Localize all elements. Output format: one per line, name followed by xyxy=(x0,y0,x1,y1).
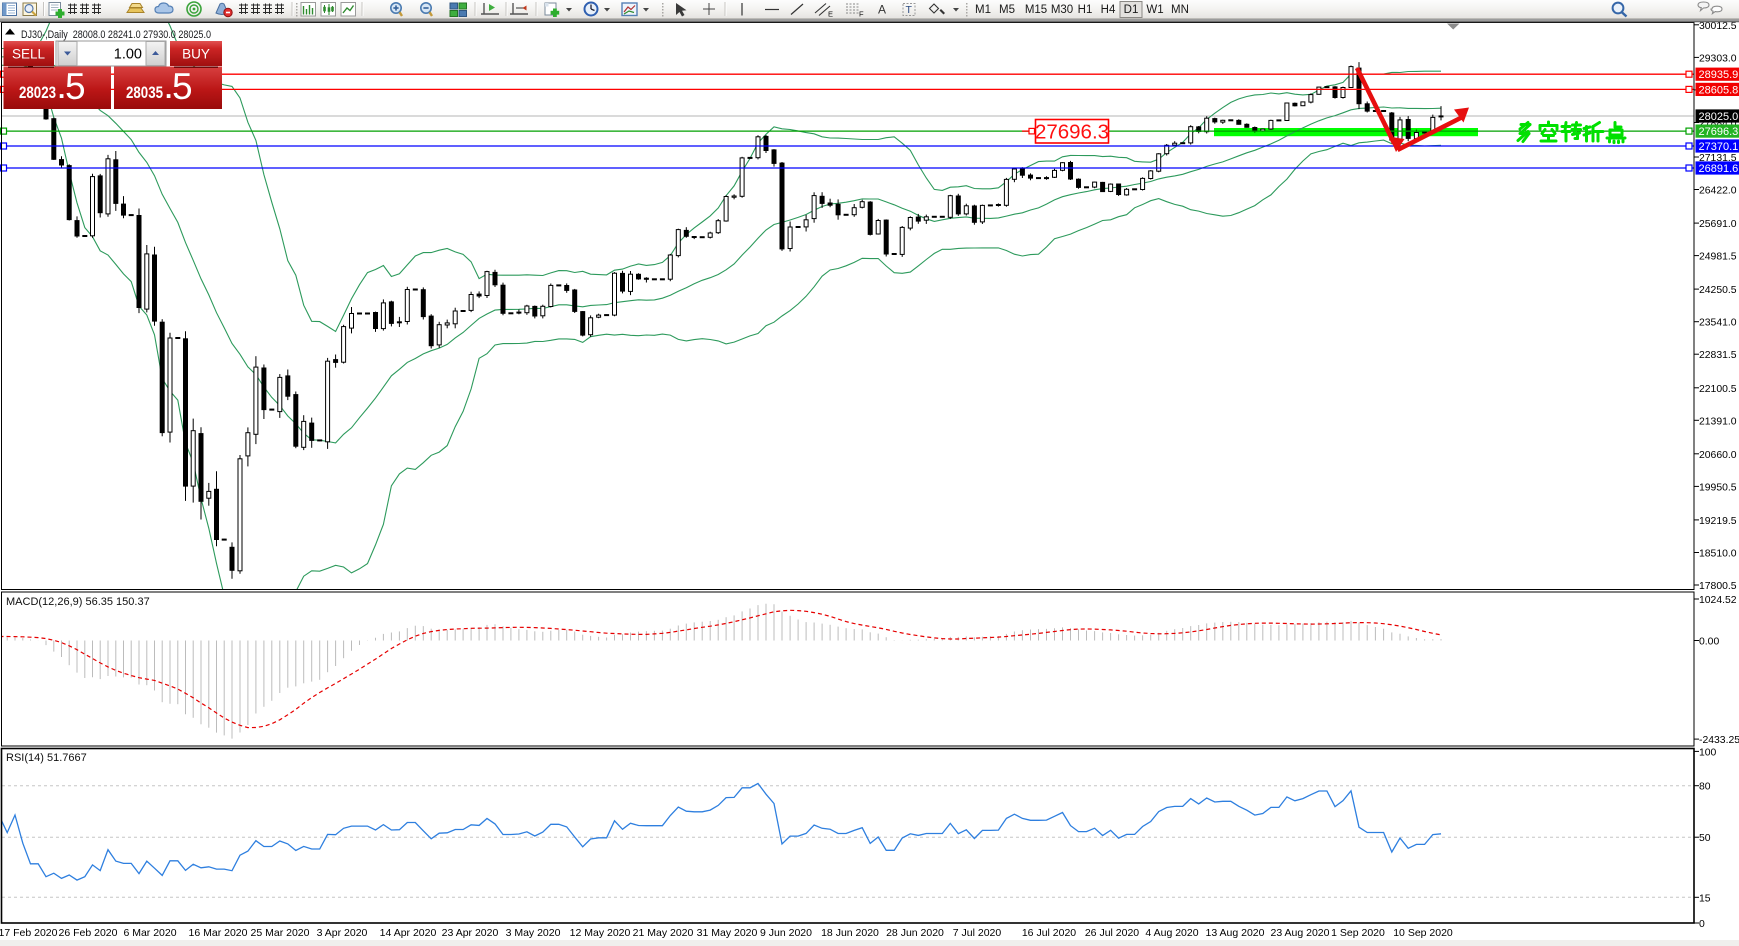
svg-text:D1: D1 xyxy=(1124,4,1139,16)
svg-text:MN: MN xyxy=(1171,4,1189,16)
svg-text:3 May 2020: 3 May 2020 xyxy=(506,927,561,939)
svg-text:27370.1: 27370.1 xyxy=(1699,141,1739,153)
svg-text:19950.5: 19950.5 xyxy=(1699,482,1737,493)
svg-text:M1: M1 xyxy=(975,4,991,16)
svg-text:12 May 2020: 12 May 2020 xyxy=(570,927,631,939)
svg-text:SELL: SELL xyxy=(12,47,46,62)
svg-text:-2433.25: -2433.25 xyxy=(1699,735,1739,746)
svg-text:30012.5: 30012.5 xyxy=(1699,21,1737,32)
svg-text:7 Jul 2020: 7 Jul 2020 xyxy=(953,927,1002,939)
svg-text:M30: M30 xyxy=(1051,4,1073,16)
svg-text:1024.52: 1024.52 xyxy=(1699,595,1737,606)
svg-text:1.00: 1.00 xyxy=(114,47,142,63)
svg-text:27696.3: 27696.3 xyxy=(1699,126,1739,138)
svg-text:23541.0: 23541.0 xyxy=(1699,318,1737,329)
svg-text:14 Apr 2020: 14 Apr 2020 xyxy=(380,927,437,939)
svg-text:18 Jun 2020: 18 Jun 2020 xyxy=(821,927,879,939)
svg-text:9 Jun 2020: 9 Jun 2020 xyxy=(760,927,812,939)
svg-text:28035: 28035 xyxy=(126,83,163,102)
svg-text:5: 5 xyxy=(65,66,86,107)
svg-text:RSI(14) 51.7667: RSI(14) 51.7667 xyxy=(6,752,87,764)
svg-text:31 May 2020: 31 May 2020 xyxy=(697,927,758,939)
svg-text:21391.0: 21391.0 xyxy=(1699,416,1737,427)
svg-text:26891.6: 26891.6 xyxy=(1699,163,1739,175)
svg-text:17800.5: 17800.5 xyxy=(1699,581,1737,592)
svg-text:F: F xyxy=(859,10,864,19)
svg-text:5: 5 xyxy=(172,66,193,107)
svg-text:26422.0: 26422.0 xyxy=(1699,186,1737,197)
svg-text:H4: H4 xyxy=(1101,4,1116,16)
svg-text:.: . xyxy=(58,74,65,104)
svg-text:10 Sep 2020: 10 Sep 2020 xyxy=(1393,927,1453,939)
svg-text:0.00: 0.00 xyxy=(1699,637,1719,648)
svg-text:E: E xyxy=(828,10,833,19)
svg-text:16 Mar 2020: 16 Mar 2020 xyxy=(189,927,248,939)
svg-text:100: 100 xyxy=(1699,747,1717,758)
svg-text:18510.0: 18510.0 xyxy=(1699,549,1737,560)
svg-text:25691.0: 25691.0 xyxy=(1699,219,1737,230)
svg-text:50: 50 xyxy=(1699,833,1711,844)
svg-text:.: . xyxy=(165,74,172,104)
svg-text:T: T xyxy=(906,4,913,16)
svg-text:20660.0: 20660.0 xyxy=(1699,450,1737,461)
svg-text:BUY: BUY xyxy=(182,47,210,62)
svg-text:3 Apr 2020: 3 Apr 2020 xyxy=(317,927,368,939)
svg-text:M15: M15 xyxy=(1025,4,1047,16)
svg-text:17 Feb 2020: 17 Feb 2020 xyxy=(0,927,58,939)
svg-text:16 Jul 2020: 16 Jul 2020 xyxy=(1022,927,1076,939)
svg-text:A: A xyxy=(878,3,886,17)
svg-text:22100.5: 22100.5 xyxy=(1699,384,1737,395)
svg-text:4 Aug 2020: 4 Aug 2020 xyxy=(1145,927,1198,939)
svg-text:28605.8: 28605.8 xyxy=(1699,84,1739,96)
svg-text:1 Sep 2020: 1 Sep 2020 xyxy=(1331,927,1385,939)
svg-text:DJ30-,Daily 28008.0 28241.0 2: DJ30-,Daily 28008.0 28241.0 27930.0 2802… xyxy=(21,29,211,41)
svg-text:15: 15 xyxy=(1699,893,1711,904)
svg-text:27696.3: 27696.3 xyxy=(1035,121,1109,144)
svg-text:27131.5: 27131.5 xyxy=(1699,153,1737,164)
svg-text:23 Apr 2020: 23 Apr 2020 xyxy=(442,927,499,939)
svg-text:MACD(12,26,9) 56.35 150.37: MACD(12,26,9) 56.35 150.37 xyxy=(6,596,150,608)
svg-text:21 May 2020: 21 May 2020 xyxy=(633,927,694,939)
svg-text:26 Feb 2020: 26 Feb 2020 xyxy=(59,927,118,939)
svg-text:W1: W1 xyxy=(1146,4,1163,16)
svg-text:29303.0: 29303.0 xyxy=(1699,53,1737,64)
svg-text:28935.9: 28935.9 xyxy=(1699,69,1739,81)
svg-text:23 Aug 2020: 23 Aug 2020 xyxy=(1271,927,1330,939)
svg-text:28023: 28023 xyxy=(19,83,56,102)
svg-text:6 Mar 2020: 6 Mar 2020 xyxy=(123,927,176,939)
svg-text:28 Jun 2020: 28 Jun 2020 xyxy=(886,927,944,939)
svg-text:24981.5: 24981.5 xyxy=(1699,252,1737,263)
svg-text:80: 80 xyxy=(1699,782,1711,793)
svg-text:28025.0: 28025.0 xyxy=(1699,111,1739,123)
svg-text:22831.5: 22831.5 xyxy=(1699,350,1737,361)
svg-text:13 Aug 2020: 13 Aug 2020 xyxy=(1206,927,1265,939)
svg-text:27884.0: 27884.0 xyxy=(1699,119,1737,130)
svg-text:26 Jul 2020: 26 Jul 2020 xyxy=(1085,927,1139,939)
svg-text:M5: M5 xyxy=(999,4,1015,16)
svg-text:25 Mar 2020: 25 Mar 2020 xyxy=(251,927,310,939)
svg-text:H1: H1 xyxy=(1078,4,1093,16)
svg-text:0: 0 xyxy=(1699,919,1705,930)
svg-text:24250.5: 24250.5 xyxy=(1699,285,1737,296)
svg-text:19219.5: 19219.5 xyxy=(1699,516,1737,527)
